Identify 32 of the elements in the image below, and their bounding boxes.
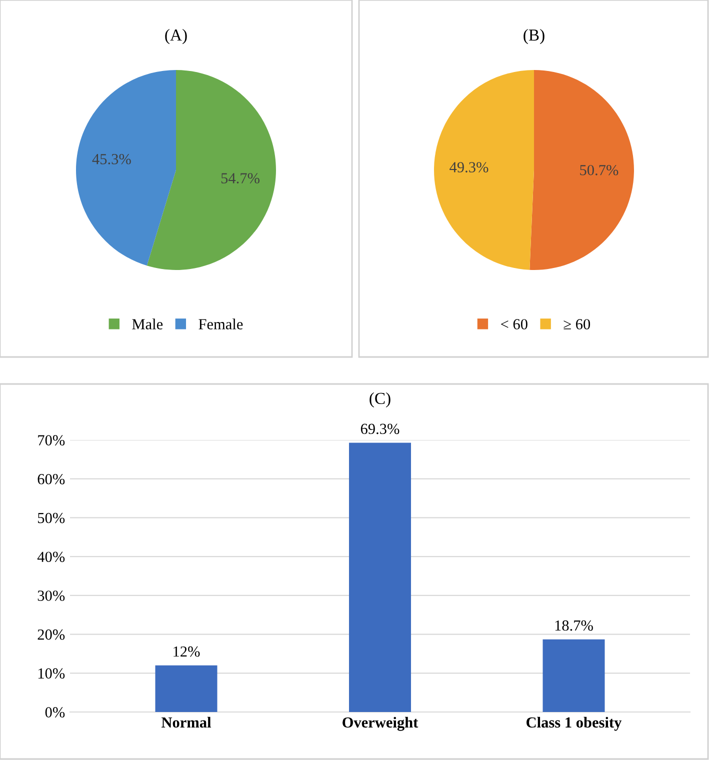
- data-label: 18.7%: [555, 620, 593, 631]
- chart-title: (B): [524, 28, 544, 44]
- chart-title: (C): [370, 392, 390, 408]
- bar: [349, 442, 411, 712]
- legend-label: Female: [198, 318, 243, 330]
- y-tick-label: 30%: [38, 590, 65, 601]
- data-label: 54.7%: [221, 173, 260, 184]
- data-label: 69.3%: [360, 424, 400, 434]
- y-tick-label: 40%: [37, 552, 65, 562]
- data-label: 50.7%: [580, 164, 618, 176]
- chart-title: (A): [165, 28, 187, 44]
- pie-slice: [76, 70, 176, 266]
- pie-slice: [146, 70, 276, 270]
- data-label: 12%: [174, 646, 200, 657]
- pie-slice: [530, 70, 634, 270]
- bar: [155, 665, 218, 712]
- y-tick-label: 50%: [38, 512, 65, 524]
- pie-slice: [434, 70, 534, 270]
- data-label: 49.3%: [450, 162, 488, 172]
- legend-label: ≥ 60: [564, 319, 590, 330]
- x-tick-label: Normal: [162, 716, 212, 728]
- data-label: 45.3%: [92, 154, 131, 164]
- bar: [542, 639, 605, 712]
- y-tick-label: 0%: [45, 707, 65, 718]
- legend-label: < 60: [501, 319, 528, 330]
- legend-label: Male: [132, 318, 163, 330]
- y-tick-label: 60%: [38, 474, 65, 484]
- x-tick-label: Class 1 obesity: [526, 716, 622, 731]
- x-tick-label: Overweight: [342, 716, 418, 731]
- y-tick-label: 20%: [38, 629, 65, 640]
- y-tick-label: 70%: [38, 435, 65, 446]
- y-tick-label: 10%: [38, 668, 65, 679]
